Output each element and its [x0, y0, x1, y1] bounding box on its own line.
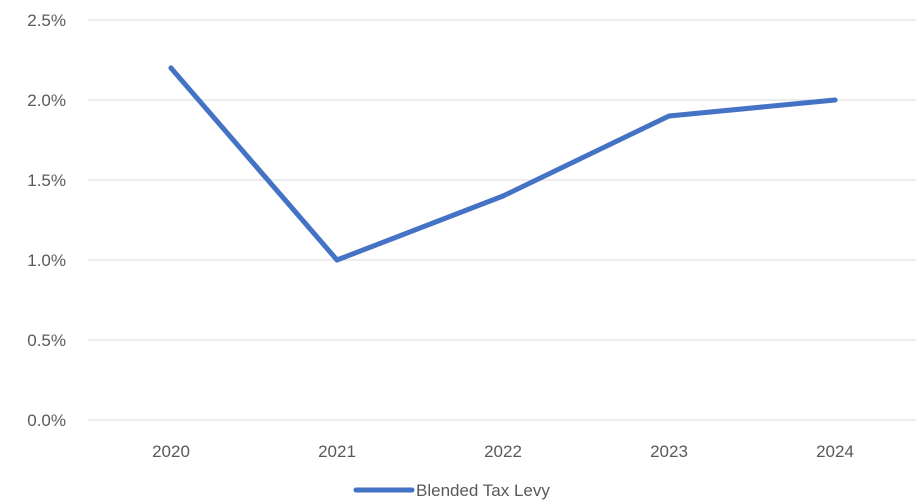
y-tick-label: 1.0% [27, 251, 66, 270]
x-tick-label: 2022 [484, 442, 522, 461]
legend-label: Blended Tax Levy [416, 481, 550, 500]
x-tick-label: 2023 [650, 442, 688, 461]
y-axis-tick-labels: 0.0% 0.5% 1.0% 1.5% 2.0% 2.5% [27, 11, 66, 430]
data-point [832, 97, 838, 103]
legend: Blended Tax Levy [353, 481, 550, 500]
data-point [666, 113, 672, 119]
y-tick-label: 2.5% [27, 11, 66, 30]
series-line [168, 65, 838, 263]
gridlines [88, 19, 916, 421]
x-tick-label: 2021 [318, 442, 356, 461]
y-tick-label: 2.0% [27, 91, 66, 110]
x-tick-label: 2024 [816, 442, 854, 461]
y-tick-label: 0.5% [27, 331, 66, 350]
data-point [334, 257, 340, 263]
y-tick-label: 0.0% [27, 411, 66, 430]
x-tick-label: 2020 [152, 442, 190, 461]
x-axis-tick-labels: 2020 2021 2022 2023 2024 [152, 442, 854, 461]
data-point [500, 193, 506, 199]
y-tick-label: 1.5% [27, 171, 66, 190]
series-lines [168, 65, 838, 263]
data-point [168, 65, 174, 71]
